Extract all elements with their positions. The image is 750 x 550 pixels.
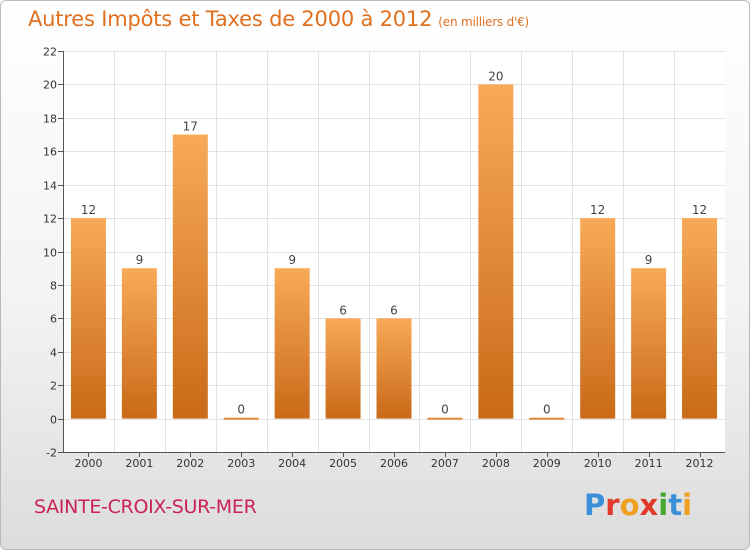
x-tick-label: 2007 [431, 457, 459, 470]
x-tick-label: 2005 [329, 457, 357, 470]
bar-2005 [325, 318, 361, 419]
bar-2003 [223, 417, 259, 420]
data-label: 0 [543, 403, 551, 417]
y-tick-label: 12 [43, 213, 57, 226]
data-label: 6 [390, 303, 398, 317]
x-tick-label: 2010 [584, 457, 612, 470]
y-tick-label: -2 [46, 447, 57, 460]
bars [70, 84, 718, 420]
y-tick-label: 0 [50, 414, 57, 427]
proxiti-logo: Proxiti [584, 488, 692, 522]
logo-letter: o [619, 488, 640, 522]
logo-letter: i [658, 488, 669, 522]
y-tick-label: 10 [43, 247, 57, 260]
data-label: 9 [136, 253, 144, 267]
bar-2007 [427, 417, 463, 420]
x-tick-label: 2001 [125, 457, 153, 470]
bar-2011 [631, 268, 667, 419]
chart-title: Autres Impôts et Taxes de 2000 à 2012 (en… [28, 7, 529, 31]
logo-letter: P [584, 488, 606, 522]
data-label: 20 [488, 69, 503, 83]
data-label: 17 [183, 120, 198, 134]
y-tick-label: 6 [50, 313, 57, 326]
y-tick-label: 18 [43, 113, 57, 126]
logo-letter: r [605, 488, 620, 522]
y-tick-label: 14 [43, 180, 57, 193]
bar-2012 [682, 218, 718, 419]
data-label: 9 [645, 253, 653, 267]
logo-letter: x [639, 488, 659, 522]
y-tick-label: 4 [50, 347, 57, 360]
y-tick-label: 16 [43, 146, 57, 159]
chart-subtitle: (en milliers d'€) [438, 15, 530, 29]
data-label: 9 [288, 253, 296, 267]
x-tick-label: 2006 [380, 457, 408, 470]
data-label: 12 [692, 203, 707, 217]
bar-2004 [274, 268, 310, 419]
x-tick-label: 2011 [635, 457, 663, 470]
bar-2000 [70, 218, 106, 419]
bar-2008 [478, 84, 514, 419]
bar-2009 [529, 417, 565, 420]
bar-2010 [580, 218, 616, 419]
x-tick-label: 2004 [278, 457, 306, 470]
x-tick-label: 2003 [227, 457, 255, 470]
y-tick-label: 20 [43, 79, 57, 92]
x-tick-label: 2002 [176, 457, 204, 470]
y-tick-label: 2 [50, 380, 57, 393]
bar-2002 [172, 134, 208, 419]
data-label: 0 [237, 403, 245, 417]
y-tick-label: 8 [50, 280, 57, 293]
bar-2006 [376, 318, 412, 419]
logo-letter: i [682, 488, 693, 522]
x-tick-label: 2000 [74, 457, 102, 470]
data-label: 12 [81, 203, 96, 217]
y-tick-label: 22 [43, 46, 57, 59]
x-tick-label: 2008 [482, 457, 510, 470]
x-tick-label: 2012 [686, 457, 714, 470]
location-name: SAINTE-CROIX-SUR-MER [34, 496, 257, 518]
chart-title-text: Autres Impôts et Taxes de 2000 à 2012 [28, 7, 433, 31]
bar-2001 [121, 268, 157, 419]
data-label: 0 [441, 403, 449, 417]
x-tick-label: 2009 [533, 457, 561, 470]
data-labels: 12 9 17 0 9 6 6 0 20 0 12 9 12 [81, 69, 707, 416]
logo-letter: t [668, 488, 683, 522]
data-label: 12 [590, 203, 605, 217]
data-label: 6 [339, 303, 347, 317]
